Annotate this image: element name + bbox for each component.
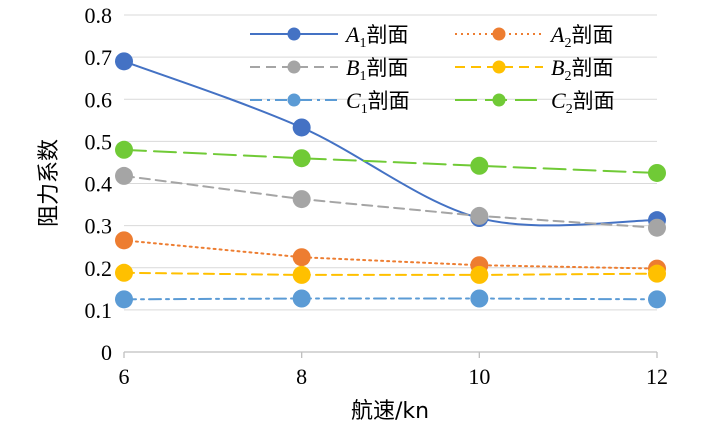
x-tick-label: 10 — [468, 364, 490, 389]
grid-lines — [124, 14, 657, 311]
data-point — [292, 118, 311, 137]
legend-swatch-marker — [287, 27, 301, 41]
series-b2 — [115, 263, 666, 284]
legend-entry: B1剖面 — [250, 55, 408, 84]
legend-label: A2剖面 — [549, 22, 613, 51]
data-point — [648, 290, 666, 309]
legend-label: B2剖面 — [551, 55, 613, 84]
series-line — [123, 60, 658, 227]
y-tick-label: 0.1 — [85, 298, 113, 323]
data-point — [115, 263, 133, 282]
y-axis-title: 阻力系数 — [37, 139, 62, 227]
data-point — [115, 140, 133, 159]
legend-entry: C2剖面 — [455, 88, 615, 117]
y-tick-label: 0.7 — [85, 45, 113, 70]
y-tick-label: 0.8 — [85, 3, 113, 28]
legend-swatch-marker — [492, 60, 506, 74]
data-point — [470, 156, 489, 175]
legend-entry: A1剖面 — [250, 22, 408, 51]
legend-swatch-marker — [287, 93, 301, 107]
y-tick-label: 0.4 — [85, 172, 113, 197]
series-line — [123, 148, 658, 174]
x-tick-label: 6 — [119, 364, 130, 389]
data-point — [470, 265, 489, 284]
legend-label: C2剖面 — [551, 88, 615, 117]
y-tick-label: 0.3 — [85, 214, 113, 239]
data-point — [115, 166, 133, 185]
data-point — [115, 290, 133, 309]
legend-swatch-marker — [287, 60, 301, 74]
series-a2 — [115, 231, 666, 278]
axes: 0 0.1 0.2 0.3 0.4 0.5 0.6 0.7 0.8 6 8 10 12 — [85, 3, 669, 389]
y-tick-label: 0 — [101, 340, 112, 365]
series-line — [123, 174, 658, 229]
data-point — [470, 206, 489, 225]
series-layer — [115, 52, 666, 309]
axis-labels: 航速/kn 阻力系数 — [37, 139, 429, 424]
legend-swatch-marker — [492, 93, 506, 107]
data-point — [115, 231, 133, 250]
legend-label: A1剖面 — [344, 22, 408, 51]
y-tick-label: 0.6 — [85, 87, 113, 112]
data-point — [115, 52, 133, 71]
data-point — [292, 248, 311, 267]
data-point — [648, 264, 666, 283]
legend: A1剖面 A2剖面 B1剖面 B2剖面 C1剖面 C2剖面 — [250, 22, 615, 117]
data-point — [292, 190, 311, 209]
data-point — [648, 163, 666, 182]
data-point — [292, 265, 311, 284]
data-point — [470, 289, 489, 308]
x-tick-label: 8 — [296, 364, 307, 389]
series-line — [123, 271, 658, 276]
legend-entry: C1剖面 — [250, 88, 410, 117]
series-line — [123, 297, 658, 301]
legend-label: C1剖面 — [346, 88, 410, 117]
y-tick-label: 0.5 — [85, 129, 113, 154]
series-c1 — [115, 289, 666, 309]
legend-label: B1剖面 — [346, 55, 408, 84]
data-point — [292, 289, 311, 308]
x-axis-title: 航速/kn — [351, 399, 429, 424]
series-b1 — [115, 166, 666, 237]
legend-entry: B2剖面 — [455, 55, 613, 84]
series-line — [123, 239, 658, 270]
data-point — [648, 218, 666, 237]
series-c2 — [115, 140, 666, 182]
y-tick-label: 0.2 — [85, 256, 113, 281]
data-point — [292, 149, 311, 168]
x-tick-label: 12 — [646, 364, 668, 389]
legend-swatch-marker — [492, 27, 506, 41]
legend-entry: A2剖面 — [455, 22, 613, 51]
